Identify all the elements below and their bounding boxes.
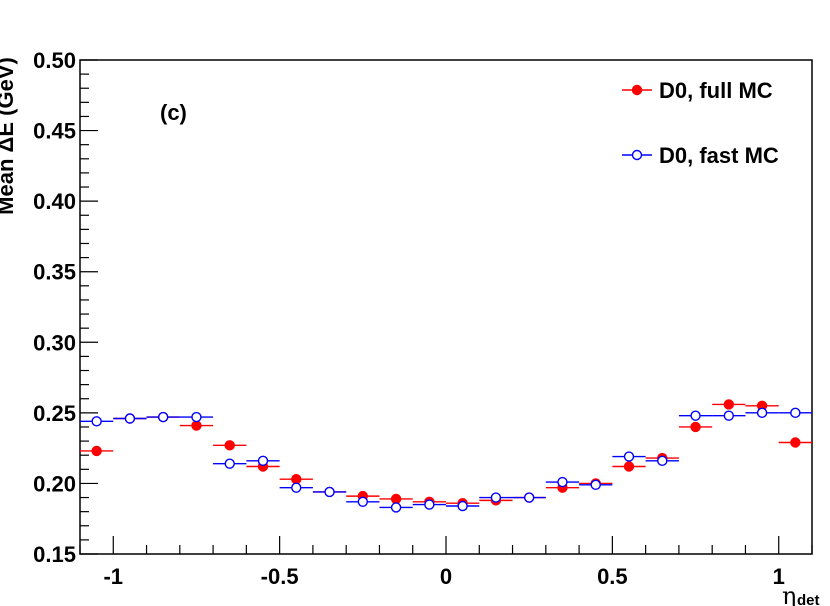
data-point — [523, 492, 535, 503]
y-tick-label: 0.15 — [33, 542, 76, 567]
data-point — [124, 413, 136, 424]
data-point — [390, 502, 402, 513]
legend: D0, full MC D0, fast MC — [622, 78, 779, 168]
legend-item: D0, full MC — [622, 78, 773, 103]
data-point — [91, 445, 102, 457]
data-point — [623, 461, 635, 472]
legend-label: D0, fast MC — [659, 143, 779, 168]
data-point — [623, 451, 635, 462]
data-point — [424, 499, 435, 510]
data-point — [390, 493, 402, 505]
y-tick-label: 0.20 — [33, 471, 76, 496]
x-tick-label: -1 — [103, 564, 123, 589]
data-point — [357, 496, 369, 507]
panel-label: (c) — [160, 100, 187, 125]
series-layer — [80, 399, 812, 513]
y-tick-label: 0.35 — [33, 260, 76, 285]
data-point — [723, 410, 735, 421]
legend-item: D0, fast MC — [622, 143, 779, 168]
y-tick-label: 0.30 — [33, 330, 76, 355]
axes — [79, 59, 813, 555]
data-point — [191, 420, 202, 431]
data-point — [756, 407, 768, 419]
data-point — [790, 407, 801, 419]
data-point — [557, 476, 568, 488]
legend-marker — [631, 149, 643, 161]
data-point — [723, 399, 735, 410]
data-point — [257, 455, 269, 467]
y-tick-label: 0.45 — [33, 119, 76, 144]
data-point — [457, 500, 468, 512]
y-tick-label: 0.40 — [33, 189, 76, 214]
data-point — [324, 486, 335, 498]
data-point — [291, 473, 302, 485]
data-point — [224, 458, 235, 469]
x-axis-title: η det — [782, 582, 820, 606]
legend-label: D0, full MC — [659, 78, 773, 103]
data-point — [590, 479, 601, 491]
x-axis-title-subscript: det — [797, 592, 820, 606]
x-tick-label: 0.5 — [597, 564, 628, 589]
data-point — [191, 411, 202, 423]
series-2 — [80, 407, 812, 513]
tick-labels: 0.15 0.20 0.25 0.30 0.35 0.40 0.45 0.50 -1 -0.5 0 0… — [33, 48, 785, 589]
y-tick-label: 0.25 — [33, 401, 76, 426]
data-point — [690, 421, 701, 433]
x-axis-title-symbol: η — [782, 582, 796, 606]
legend-marker — [631, 84, 643, 96]
data-point — [690, 410, 701, 421]
y-axis-title: Mean ΔE (GeV) — [0, 57, 18, 215]
x-tick-label: -0.5 — [261, 564, 299, 589]
data-point — [224, 440, 235, 451]
x-tick-label: 1 — [773, 564, 785, 589]
data-point — [291, 482, 302, 493]
y-tick-label: 0.50 — [33, 48, 76, 73]
plot-frame — [79, 59, 813, 555]
data-point — [157, 411, 169, 423]
data-point — [790, 437, 801, 448]
x-tick-label: 0 — [440, 564, 452, 589]
data-point — [91, 416, 102, 427]
ticks — [79, 59, 813, 555]
data-point — [657, 455, 668, 467]
data-point — [490, 492, 502, 503]
